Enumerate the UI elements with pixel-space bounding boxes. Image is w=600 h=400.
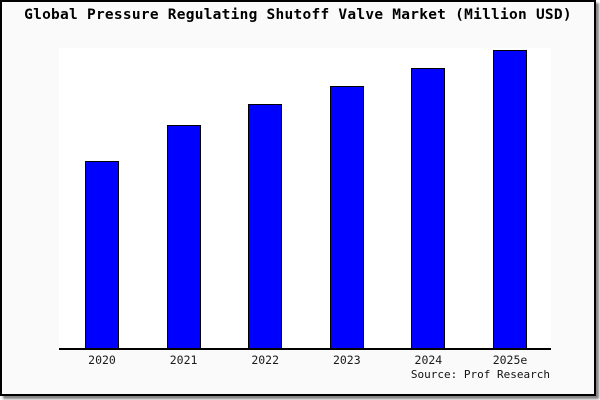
bar-2024: [411, 68, 446, 349]
x-axis-line: [59, 348, 551, 350]
plot-area: [59, 48, 551, 350]
x-axis-label-2022: 2022: [251, 353, 280, 367]
bar-2023: [329, 86, 364, 349]
x-axis-label-2023: 2023: [332, 353, 361, 367]
source-note: Source: Prof Research: [410, 368, 550, 381]
x-axis-label-2025e: 2025e: [492, 353, 528, 367]
x-axis-label-2020: 2020: [88, 353, 116, 367]
bar-2020: [85, 161, 119, 349]
x-axis-label-2024: 2024: [414, 353, 443, 367]
chart-title: Global Pressure Regulating Shutoff Valve…: [24, 7, 572, 23]
x-axis-label-2021: 2021: [169, 353, 198, 367]
bar-2022: [248, 104, 283, 349]
bar-2025e: [493, 50, 527, 349]
x-axis-labels: 2020 2021 2022 2023 2024 2025e: [0, 353, 600, 369]
bar-2021: [166, 125, 201, 349]
